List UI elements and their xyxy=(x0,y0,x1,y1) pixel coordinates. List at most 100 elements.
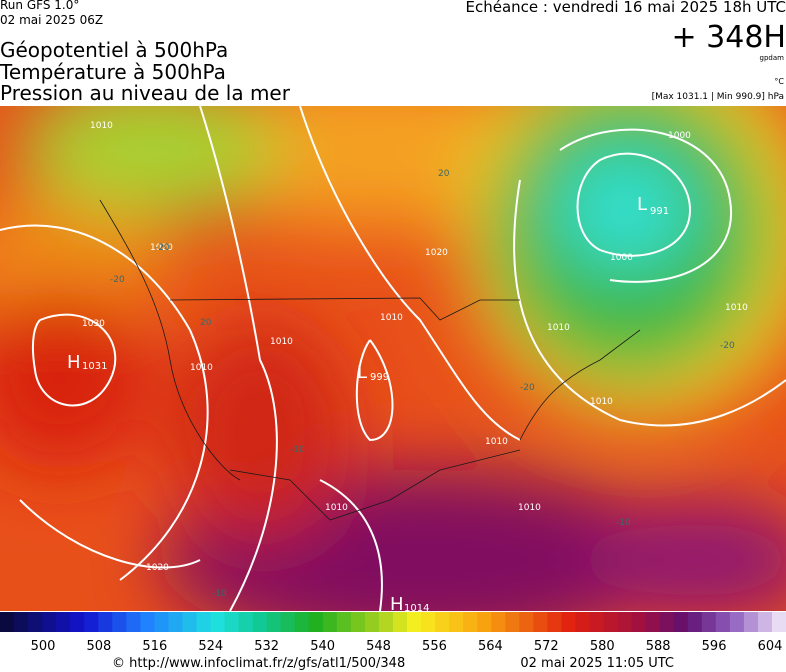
colorbar-cell xyxy=(364,612,380,632)
isobar-label: 1010 xyxy=(380,313,403,323)
temperature-label: -20 xyxy=(110,275,125,285)
isobar-label: 1010 xyxy=(590,397,613,407)
temperature-label: -20 xyxy=(720,341,735,351)
temperature-label: -20 xyxy=(520,383,535,393)
pressure-range: [Max 1031.1 | Min 990.9] hPa xyxy=(652,92,784,102)
temperature-label: 20 xyxy=(438,169,450,179)
colorbar-cell xyxy=(575,612,590,632)
colorbar: 500 508 516 524 532 540 548 556 564 572 580 588 596 6… xyxy=(0,612,786,654)
isobar-label: 1010 xyxy=(547,323,570,333)
colorbar-label: 516 xyxy=(142,639,167,654)
colorbar-label: 588 xyxy=(646,639,671,654)
centers: H 1031 L 991 L 999 H 1014 xyxy=(67,194,669,615)
colorbar-cell xyxy=(0,612,15,632)
isobar-label: 1000 xyxy=(668,131,691,141)
isobar-label: 1010 xyxy=(190,363,213,373)
temperature-label: 20 xyxy=(200,318,212,328)
temperature-label: -10 xyxy=(212,589,227,599)
unit: gpdam xyxy=(760,54,785,62)
colorbar-cell xyxy=(645,612,661,632)
colorbar-cell xyxy=(561,612,576,632)
isobar-label: 1030 xyxy=(82,319,105,329)
colorbar-cell xyxy=(687,612,703,632)
colorbar-label: 604 xyxy=(758,639,783,654)
temperature-label: -10 xyxy=(616,518,631,528)
isobar-label: 1020 xyxy=(150,243,173,253)
colorbar-label: 524 xyxy=(198,639,223,654)
colorbar-cell xyxy=(42,612,57,632)
center-type: L xyxy=(637,194,647,215)
colorbar-cell xyxy=(505,612,520,632)
colorbar-cell xyxy=(617,612,633,632)
temperature-labels: -20 -20 20 20 -20 -10 -10 -10 -20 xyxy=(110,169,735,599)
isobar-label: 1010 xyxy=(725,303,748,313)
isobars xyxy=(0,106,786,611)
colorbar-cell xyxy=(182,612,197,632)
colorbar-cell xyxy=(70,612,85,632)
colorbar-cell xyxy=(757,612,773,632)
colorbar-cell xyxy=(519,612,534,632)
colorbar-cell xyxy=(196,612,212,632)
colorbar-label: 580 xyxy=(590,639,615,654)
colorbar-cell xyxy=(154,612,169,632)
colorbar-cell xyxy=(603,612,619,632)
colorbar-cell xyxy=(266,612,282,632)
colorbar-cell xyxy=(238,612,254,632)
isobar-labels: 1010 1030 1020 1010 1010 1020 1010 1000 1000 1010… xyxy=(82,121,748,573)
colorbar-cell xyxy=(533,612,548,632)
timestamp: 02 mai 2025 11:05 UTC xyxy=(520,656,674,671)
isobar-label: 1020 xyxy=(425,248,448,258)
colorbar-cell xyxy=(771,612,786,632)
isobar-label: 1010 xyxy=(325,503,348,513)
center-value: 1014 xyxy=(404,603,429,614)
colorbar-label: 556 xyxy=(422,639,447,654)
temperature-label: -20 xyxy=(155,243,170,253)
isobar-label: 1010 xyxy=(90,121,113,131)
center-type: H xyxy=(390,594,404,615)
colorbar-cell xyxy=(98,612,113,632)
colorbar-cell xyxy=(743,612,759,632)
colorbar-label: 548 xyxy=(366,639,391,654)
colorbar-cell xyxy=(224,612,240,632)
colorbar-label: 508 xyxy=(87,639,112,654)
colorbar-label: 572 xyxy=(534,639,559,654)
colorbar-cell xyxy=(308,612,324,632)
center-type: H xyxy=(67,352,81,373)
colorbar-cell xyxy=(701,612,717,632)
colorbar-cell xyxy=(449,612,464,632)
colorbar-cell xyxy=(378,612,394,632)
colorbar-cell xyxy=(56,612,71,632)
colorbar-cell xyxy=(547,612,562,632)
colorbar-label: 540 xyxy=(310,639,335,654)
colorbar-cell xyxy=(280,612,296,632)
colorbar-label: 564 xyxy=(478,639,503,654)
colorbar-cell xyxy=(28,612,43,632)
colorbar-cell xyxy=(126,612,141,632)
isobar-label: 1010 xyxy=(485,437,508,447)
forecast: Echéance : vendredi 16 mai 2025 18h UTC xyxy=(465,0,786,16)
colorbar-cell xyxy=(84,612,99,632)
colorbar-cell xyxy=(350,612,366,632)
run-time: 02 mai 2025 06Z xyxy=(0,13,103,27)
colorbar-cell xyxy=(673,612,689,632)
colorbar-cell xyxy=(729,612,745,632)
colorbar-cell xyxy=(210,612,226,632)
map xyxy=(0,106,786,611)
colorbar-label: 596 xyxy=(702,639,727,654)
colorbar-label: 500 xyxy=(31,639,56,654)
colorbar-cell xyxy=(477,612,492,632)
isobar-label: 1010 xyxy=(518,503,541,513)
isobar-label: 1000 xyxy=(610,253,633,263)
run: Run GFS 1.0° xyxy=(0,0,79,12)
colorbar-cell xyxy=(393,612,408,632)
colorbar-cell xyxy=(14,612,29,632)
unit: °C xyxy=(774,77,784,86)
colorbar-cell xyxy=(715,612,731,632)
colorbar-cell xyxy=(336,612,352,632)
colorbar-label: 532 xyxy=(254,639,279,654)
center-type: L xyxy=(357,362,367,383)
colorbar-cell xyxy=(140,612,155,632)
temperature-label: -10 xyxy=(290,445,305,455)
